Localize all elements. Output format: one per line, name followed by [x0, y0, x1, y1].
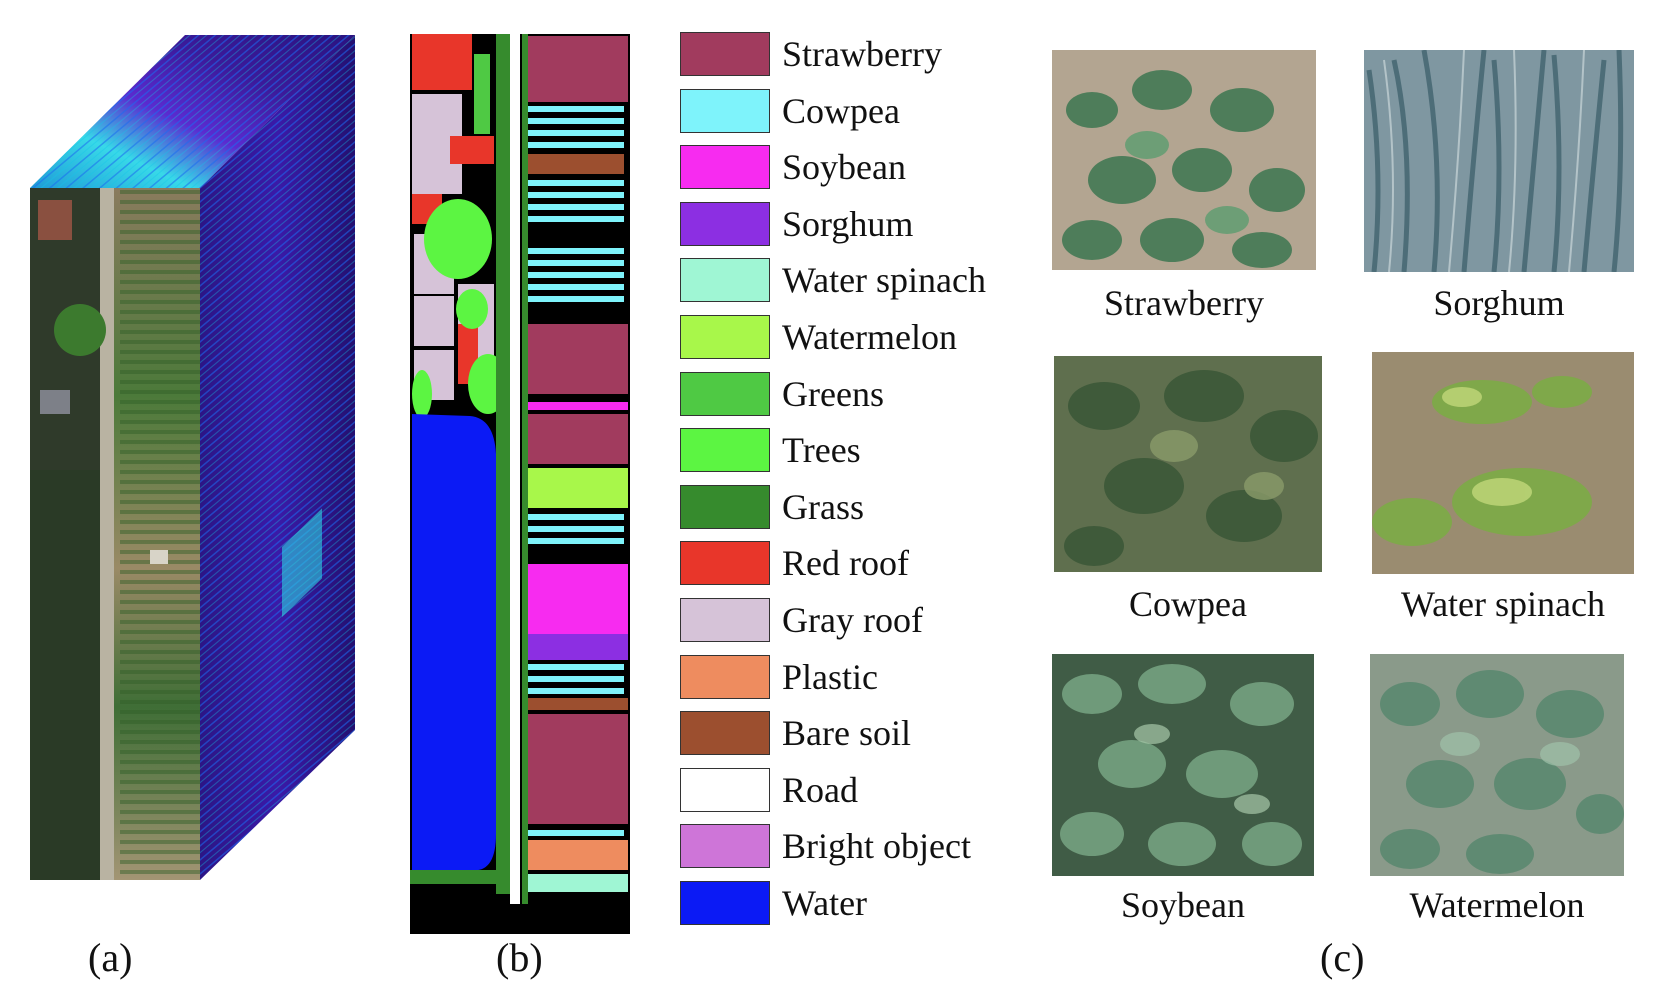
legend-label: Road — [782, 769, 858, 810]
legend-item: Water spinach — [680, 258, 1010, 304]
legend-item: Bare soil — [680, 711, 1010, 757]
legend-label: Strawberry — [782, 34, 942, 74]
legend-swatch — [680, 711, 770, 756]
legend-item: Grass — [680, 484, 1010, 531]
legend-swatch — [680, 201, 770, 246]
legend-item: Strawberry — [680, 32, 1010, 78]
legend-swatch — [680, 32, 770, 76]
photo-cowpea — [1054, 356, 1322, 572]
photo-soybean — [1052, 654, 1314, 876]
legend-swatch — [680, 315, 770, 359]
legend-swatch — [680, 145, 770, 190]
photo-water-spinach — [1372, 352, 1634, 574]
photo-caption-water-spinach: Water spinach — [1400, 584, 1605, 624]
legend-label: Cowpea — [782, 90, 900, 131]
legend-swatch — [680, 598, 770, 642]
legend-label: Sorghum — [782, 203, 914, 244]
legend-label: Water spinach — [782, 260, 987, 301]
photo-strawberry — [1052, 50, 1316, 270]
legend-item: Sorghum — [680, 201, 1010, 248]
photo-sorghum — [1364, 50, 1634, 272]
photo-caption-watermelon: Watermelon — [1409, 885, 1585, 925]
ground-truth-map — [410, 34, 630, 934]
legend-label: Bare soil — [782, 713, 911, 754]
legend-item: Gray roof — [680, 598, 1010, 644]
legend-item: Water — [680, 881, 1010, 927]
legend-swatch — [680, 484, 770, 529]
legend-label: Bright object — [782, 826, 971, 867]
panel-label-b: (b) — [496, 935, 543, 980]
legend-label: Trees — [782, 430, 861, 471]
photo-watermelon — [1370, 654, 1624, 876]
panel-label-c: (c) — [1320, 935, 1365, 980]
legend-item: Watermelon — [680, 315, 1010, 361]
legend-label: Water — [782, 883, 868, 923]
legend-item: Road — [680, 767, 1010, 814]
legend-swatch — [680, 371, 770, 416]
legend-label: Greens — [782, 373, 884, 414]
legend-swatch — [680, 88, 770, 133]
legend-item: Trees — [680, 428, 1010, 474]
legend-swatch — [680, 541, 770, 586]
legend-label: Plastic — [782, 656, 878, 697]
panel-label-a: (a) — [88, 935, 133, 980]
legend-swatch — [680, 258, 770, 303]
legend-item: Soybean — [680, 145, 1010, 191]
legend-swatch — [680, 881, 770, 925]
legend-label: Soybean — [782, 147, 906, 188]
legend-item: Plastic — [680, 654, 1010, 701]
photo-caption-strawberry: Strawberry — [1104, 283, 1264, 323]
legend-label: Red roof — [782, 543, 909, 584]
legend-item: Greens — [680, 371, 1010, 418]
legend-item: Red roof — [680, 541, 1010, 587]
legend-item: Bright object — [680, 824, 1010, 870]
photo-caption-sorghum: Sorghum — [1433, 283, 1565, 323]
legend-label: Gray roof — [782, 600, 923, 640]
photo-caption-cowpea: Cowpea — [1129, 584, 1247, 624]
hyperspectral-cube — [30, 35, 355, 880]
legend-swatch — [680, 824, 770, 869]
legend-label: Grass — [782, 486, 864, 527]
legend-swatch — [680, 654, 770, 699]
legend-item: Cowpea — [680, 88, 1010, 135]
legend-swatch — [680, 767, 770, 812]
legend-label: Watermelon — [782, 317, 958, 357]
photo-caption-soybean: Soybean — [1121, 885, 1245, 925]
legend-swatch — [680, 428, 770, 473]
